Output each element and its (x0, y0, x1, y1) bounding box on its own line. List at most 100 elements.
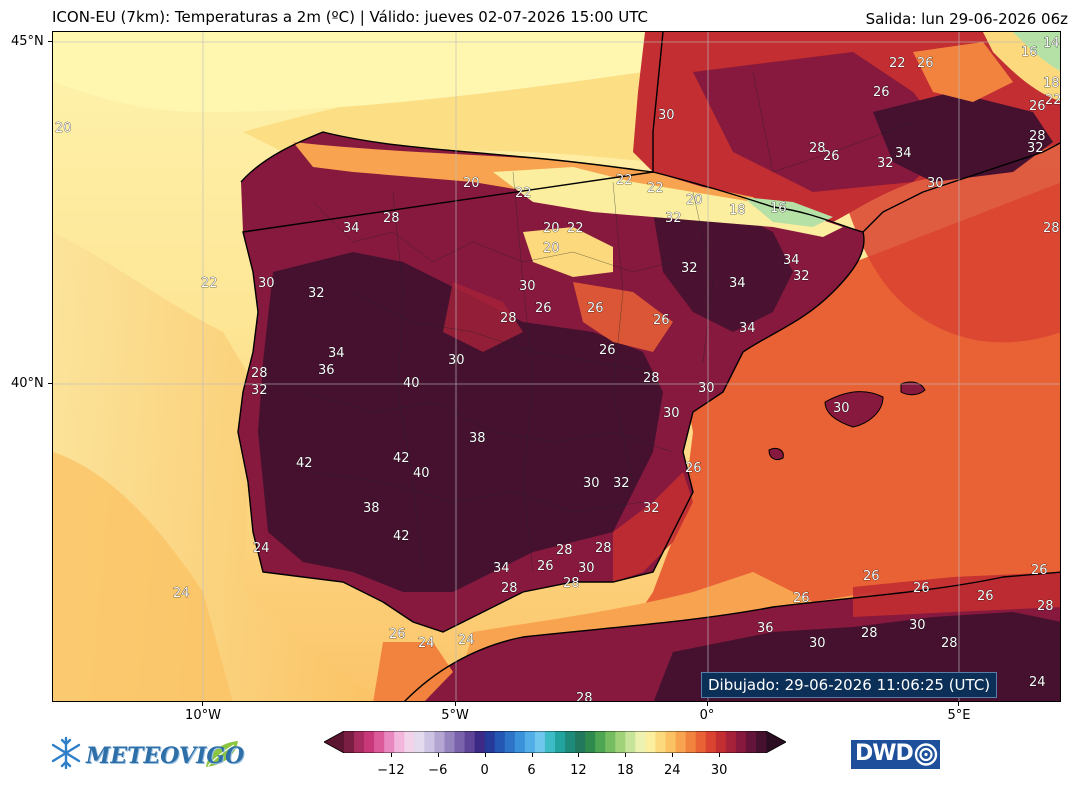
lon-tick-10w: 10°W (185, 708, 221, 723)
colorbar-swatch (424, 731, 435, 753)
contour-label: 30 (833, 401, 850, 416)
colorbar-swatch (354, 731, 365, 753)
contour-label: 26 (917, 56, 934, 71)
contour-label: 26 (977, 589, 994, 604)
contour-label: 28 (501, 581, 518, 596)
colorbar-swatch (705, 731, 717, 753)
colorbar-swatch (524, 731, 536, 753)
africa-coastline (404, 571, 1060, 701)
contour-label: 26 (653, 313, 670, 328)
colorbar-swatch (464, 731, 476, 753)
contour-label: 42 (393, 529, 410, 544)
colorbar-swatch (444, 731, 455, 753)
graticule (53, 32, 1060, 701)
snowflake-icon (51, 736, 81, 770)
colorbar-swatch (655, 731, 666, 753)
mallorca (824, 391, 884, 428)
contour-label: 32 (251, 383, 268, 398)
menorca (900, 381, 926, 396)
colorbar-tick-label: 18 (617, 763, 634, 778)
colorbar-tickmark (719, 753, 721, 757)
colorbar-swatch (404, 731, 415, 753)
meteovigo-wordmark: METEOVIGO (86, 743, 245, 769)
colorbar-swatch (374, 731, 385, 753)
colorbar-swatch (665, 731, 676, 753)
contour-label: 28 (563, 576, 580, 591)
colorbar-tick-label: −12 (377, 763, 405, 778)
contour-label: 22 (1045, 93, 1061, 108)
contour-label: 42 (296, 456, 313, 471)
contour-label: 30 (583, 476, 600, 491)
lat-tickmark (48, 383, 52, 384)
colorbar-swatch (454, 731, 465, 753)
contour-label: 20 (543, 221, 560, 236)
contour-label: 26 (913, 581, 930, 596)
lon-tickmark (202, 702, 203, 706)
contour-label: 30 (927, 176, 944, 191)
contour-label: 32 (793, 269, 810, 284)
contour-label: 34 (739, 321, 756, 336)
colorbar-tickmark (625, 753, 627, 757)
contour-label: 36 (318, 363, 335, 378)
contour-label: 30 (519, 279, 536, 294)
colorbar-swatch (384, 731, 395, 753)
colorbar-swatch (414, 731, 425, 753)
colorbar-swatch (585, 731, 596, 753)
colorbar-swatch (504, 731, 516, 753)
dwd-wordmark: DWD (855, 741, 914, 766)
contour-label: 26 (1031, 563, 1048, 578)
iberian-interior-extreme (258, 252, 663, 592)
contour-label: 26 (389, 627, 406, 642)
contour-label: 34 (783, 253, 800, 268)
colorbar-swatch (565, 731, 576, 753)
contour-label: 28 (643, 371, 660, 386)
contour-label: 32 (681, 261, 698, 276)
contour-label: 30 (448, 353, 465, 368)
contour-label: 26 (793, 591, 810, 606)
contour-label: 16 (1021, 45, 1038, 60)
contour-label: 26 (587, 301, 604, 316)
lat-tickmark (48, 41, 52, 42)
contour-label: 20 (686, 193, 703, 208)
ibiza (768, 447, 784, 461)
contour-label: 24 (173, 586, 190, 601)
contour-label: 30 (663, 406, 680, 421)
contour-label: 32 (613, 476, 630, 491)
colorbar-swatch (575, 731, 586, 753)
contour-label: 18 (1043, 76, 1060, 91)
colorbar-tickmark (578, 753, 580, 757)
colorbar-swatch (615, 731, 626, 753)
contour-label: 24 (458, 633, 475, 648)
temperature-map[interactable]: 20 22 30 32 34 28 20 22 22 22 20 18 16 2… (52, 31, 1061, 702)
lon-tickmark (455, 702, 456, 706)
colorbar-tick-label: 0 (480, 763, 489, 778)
colorbar-swatch (474, 731, 486, 753)
colorbar-swatch (344, 731, 355, 753)
map-canvas: 20 22 30 32 34 28 20 22 22 22 20 18 16 2… (53, 32, 1061, 701)
contour-label: 32 (643, 501, 660, 516)
contour-label: 22 (567, 221, 584, 236)
lon-tick-0: 0° (699, 708, 715, 723)
contour-label: 22 (647, 181, 664, 196)
dwd-logo (851, 740, 940, 769)
contour-label: 32 (665, 211, 682, 226)
dwd-swirl-icon (914, 743, 938, 766)
contour-label: 26 (873, 85, 890, 100)
contour-label: 24 (418, 636, 435, 651)
lon-tick-5e: 5°E (947, 708, 971, 723)
contour-label: 32 (1027, 141, 1044, 156)
temperature-colorbar (324, 731, 786, 753)
contour-label: 32 (877, 156, 894, 171)
province-borders (302, 71, 914, 573)
contour-label: 22 (889, 56, 906, 71)
colorbar-tickmark (484, 753, 486, 757)
colorbar-tick-label: 6 (527, 763, 536, 778)
colorbar-swatch (715, 731, 727, 753)
map-title: ICON-EU (7km): Temperaturas a 2m (ºC) | … (52, 8, 648, 26)
contour-label: 20 (543, 241, 560, 256)
contour-label: 18 (729, 203, 746, 218)
contour-label: 26 (685, 461, 702, 476)
colorbar-swatch (725, 731, 737, 753)
model-run-label: Salida: lun 29-06-2026 06z (865, 10, 1068, 28)
contour-label: 22 (201, 276, 218, 291)
